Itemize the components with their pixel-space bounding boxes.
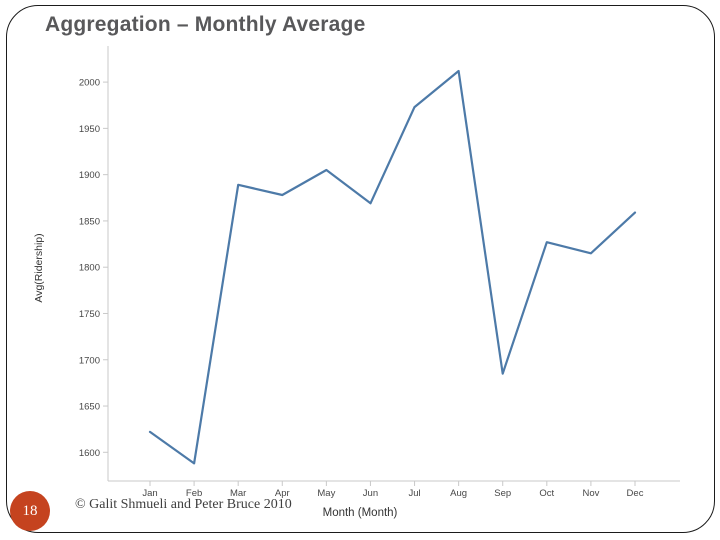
y-tick-label: 1700 xyxy=(79,355,100,366)
ridership-line-series xyxy=(148,69,637,465)
x-tick-label: Sep xyxy=(494,488,511,499)
y-tick-label: 1800 xyxy=(79,263,100,274)
x-tick-label: Mar xyxy=(230,488,246,499)
page-number: 18 xyxy=(22,502,38,519)
x-tick-label: Aug xyxy=(450,488,467,499)
x-tick-label: Jun xyxy=(363,488,378,499)
y-tick-label: 1850 xyxy=(79,216,100,227)
x-tick-label: Jan xyxy=(142,488,157,499)
y-tick-label: 1950 xyxy=(79,124,100,135)
x-tick-label: Dec xyxy=(627,488,644,499)
x-tick-label: May xyxy=(317,488,335,499)
y-tick-label: 1900 xyxy=(79,170,100,181)
x-tick-label: Oct xyxy=(539,488,554,499)
page-title: Aggregation – Monthly Average xyxy=(45,13,366,36)
y-tick-label: 1750 xyxy=(79,309,100,320)
x-axis-title: Month (Month) xyxy=(323,507,398,519)
y-tick-label: 2000 xyxy=(79,78,100,89)
footer-credit: © Galit Shmueli and Peter Bruce 2010 xyxy=(75,497,292,512)
y-tick-label: 1600 xyxy=(79,448,100,459)
x-tick-label: Nov xyxy=(582,488,599,499)
y-axis-title: Avg(Ridership) xyxy=(33,233,45,302)
x-tick-label: Apr xyxy=(275,488,290,499)
x-tick-label: Feb xyxy=(186,488,202,499)
y-tick-label: 1650 xyxy=(79,402,100,413)
page-number-badge: 18 xyxy=(10,491,50,531)
x-tick-label: Jul xyxy=(408,488,420,499)
